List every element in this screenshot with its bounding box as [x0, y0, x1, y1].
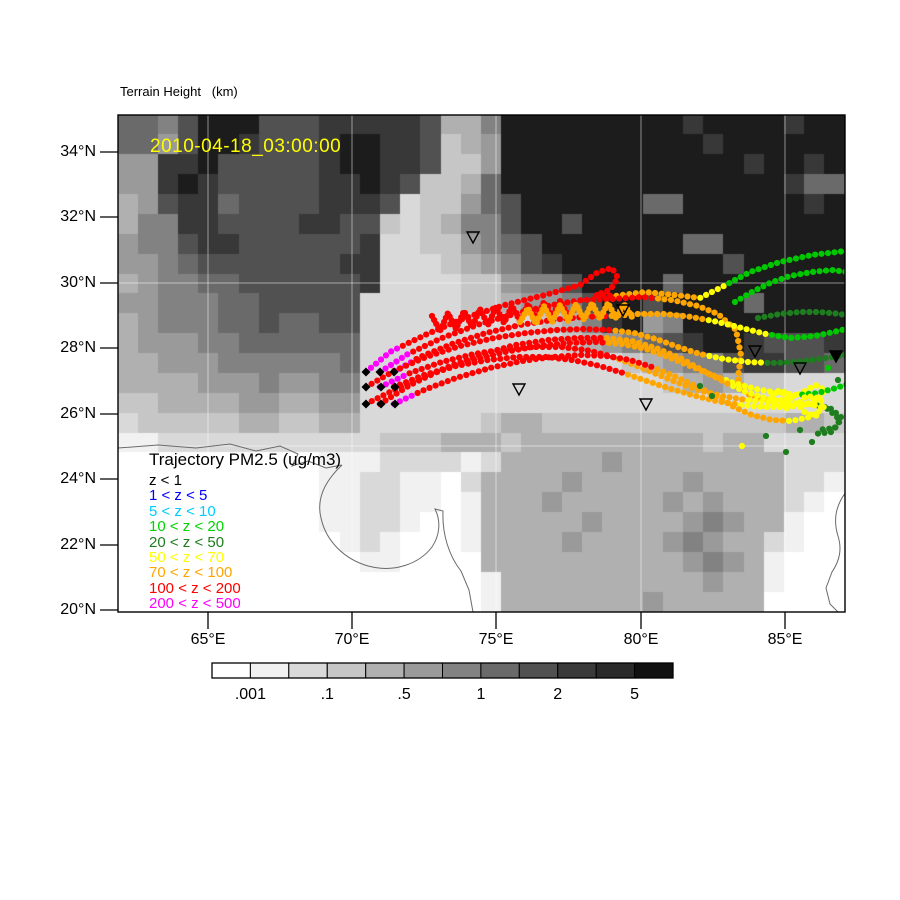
timestamp-label: 2010-04-18_03:00:00	[150, 136, 342, 157]
colorbar-label: 2	[553, 686, 563, 703]
legend-entry: 200 < z < 500	[149, 595, 241, 613]
y-tick-label: 32°N	[60, 208, 96, 225]
legend-entry: 70 < z < 100	[149, 564, 233, 582]
y-tick-label: 26°N	[60, 405, 96, 422]
legend-entry: 10 < z < 20	[149, 518, 225, 536]
legend-entry: 50 < z < 70	[149, 549, 225, 567]
x-tick-label: 75°E	[478, 631, 514, 648]
colorbar-label: .1	[320, 686, 334, 703]
colorbar-label: 5	[630, 686, 640, 703]
x-tick-label: 70°E	[334, 631, 370, 648]
y-tick-label: 30°N	[60, 274, 96, 291]
colorbar-label: .5	[397, 686, 411, 703]
y-tick-label: 20°N	[60, 601, 96, 618]
legend-entry: 5 < z < 10	[149, 502, 216, 520]
legend-entry: 20 < z < 50	[149, 533, 225, 551]
x-tick-label: 65°E	[190, 631, 226, 648]
plot-title: Terrain Height (km)	[120, 84, 238, 99]
colorbar-label: 1	[476, 686, 486, 703]
legend-entry: 1 < z < 5	[149, 487, 208, 505]
terrain-colorbar	[211, 662, 674, 679]
legend-entry: 100 < z < 200	[149, 579, 241, 597]
legend-title: Trajectory PM2.5 (ug/m3)	[149, 450, 342, 469]
y-tick-label: 24°N	[60, 470, 96, 487]
y-tick-label: 34°N	[60, 143, 96, 160]
legend-entry: z < 1	[149, 472, 182, 489]
x-tick-label: 80°E	[623, 631, 659, 648]
colorbar-label: .001	[234, 686, 266, 703]
x-tick-label: 85°E	[767, 631, 803, 648]
y-tick-label: 22°N	[60, 536, 96, 553]
y-tick-label: 28°N	[60, 339, 96, 356]
